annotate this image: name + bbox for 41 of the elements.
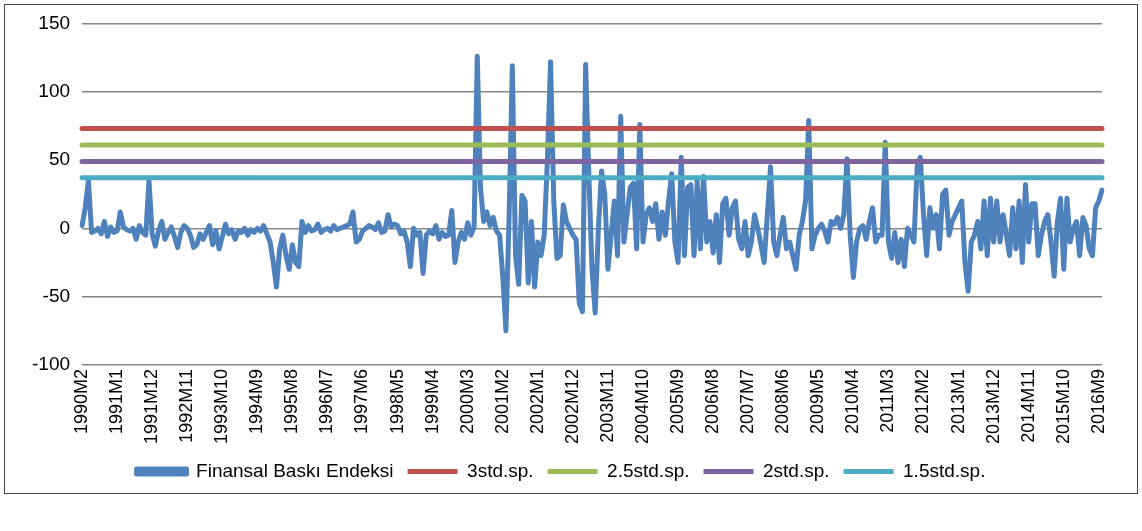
- legend-label: 3std.sp.: [467, 459, 534, 481]
- x-tick-label: 2006M8: [702, 368, 723, 434]
- y-tick-label: -50: [42, 284, 71, 306]
- x-tick-label: 1997M6: [351, 368, 372, 434]
- x-tick-label: 2008M6: [772, 368, 793, 434]
- x-tick-label: 1994M9: [246, 368, 267, 434]
- x-tick-label: 2013M12: [982, 368, 1003, 444]
- x-tick-label: 1996M7: [316, 368, 337, 434]
- y-tick-label: -100: [32, 353, 71, 375]
- x-tick-label: 2009M5: [807, 368, 828, 434]
- x-tick-label: 1999M4: [421, 368, 442, 434]
- x-tick-label: 1998M5: [386, 368, 407, 434]
- x-tick-label: 1990M2: [71, 368, 91, 434]
- x-tick-label: 1995M8: [281, 368, 302, 434]
- x-tick-label: 2016M9: [1087, 368, 1108, 434]
- x-tick-label: 2002M12: [561, 368, 582, 444]
- x-tick-label: 2010M4: [842, 368, 863, 434]
- x-tick-label: 2001M2: [491, 368, 512, 434]
- x-tick-label: 2004M10: [631, 368, 652, 444]
- legend-label: 2std.sp.: [762, 459, 830, 481]
- y-tick-label: 150: [38, 11, 71, 33]
- x-tick-label: 2011M3: [877, 368, 898, 433]
- y-tick-label: 50: [48, 148, 71, 170]
- x-tick-label: 1992M11: [176, 368, 197, 443]
- x-tick-label: 2002M1: [526, 368, 547, 434]
- x-tick-label: 1991M1: [106, 368, 127, 434]
- x-tick-label: 2015M10: [1052, 368, 1073, 444]
- x-tick-label: 2012M2: [912, 368, 933, 434]
- legend-label: 1.5std.sp.: [903, 459, 986, 481]
- y-tick-label: 100: [38, 79, 71, 101]
- x-tick-label: 2003M11: [596, 368, 617, 443]
- x-tick-label: 2005M9: [667, 368, 688, 434]
- legend-label: Finansal Baskı Endeksi: [196, 459, 394, 481]
- x-tick-label: 2000M3: [456, 368, 477, 434]
- x-tick-label: 2013M1: [947, 368, 968, 434]
- x-tick-label: 2007M7: [737, 368, 758, 434]
- x-tick-label: 1993M10: [211, 368, 232, 444]
- x-tick-label: 2014M11: [1017, 368, 1038, 443]
- y-tick-label: 0: [59, 216, 71, 238]
- x-tick-label: 1991M12: [141, 368, 162, 444]
- legend-label: 2.5std.sp.: [607, 459, 690, 481]
